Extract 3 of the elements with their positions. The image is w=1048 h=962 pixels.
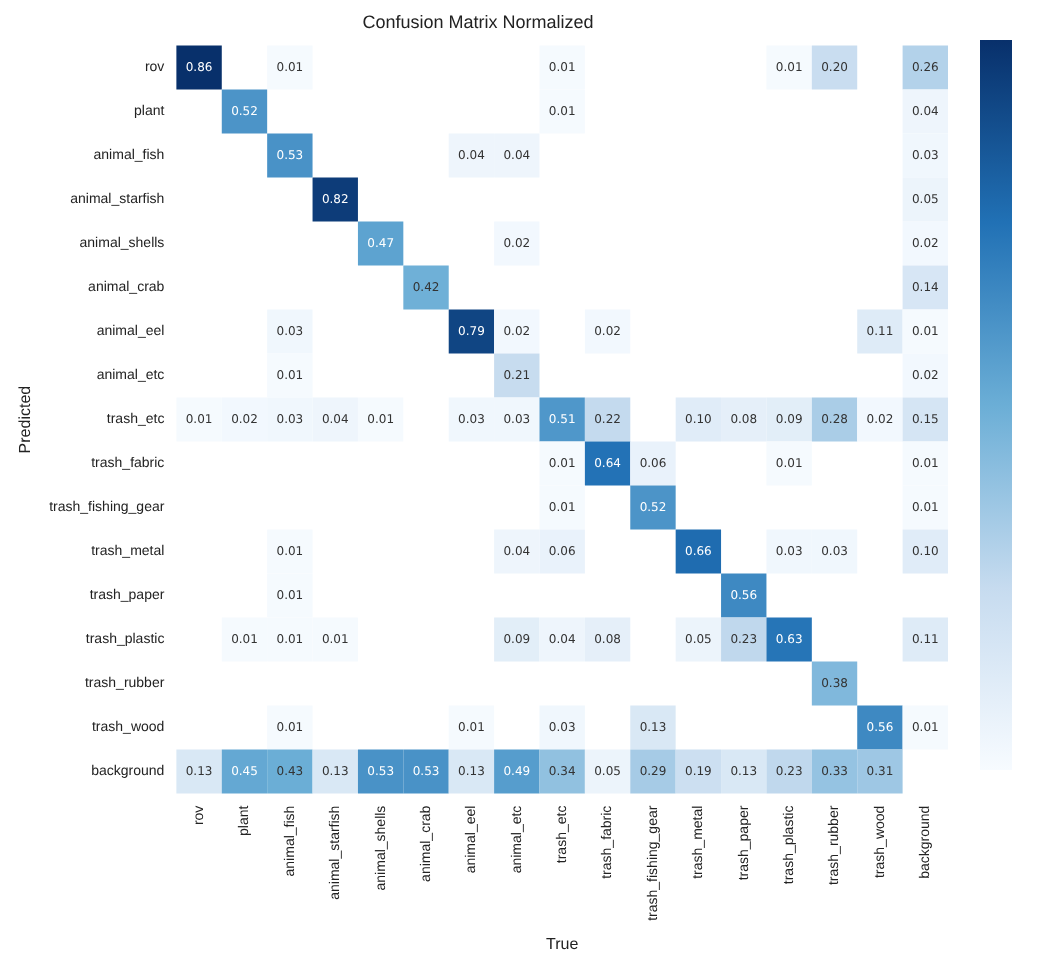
x-axis-title: True	[546, 934, 580, 953]
y-axis-title: Predicted	[16, 385, 35, 454]
chart-title: Confusion Matrix Normalized	[362, 11, 594, 32]
